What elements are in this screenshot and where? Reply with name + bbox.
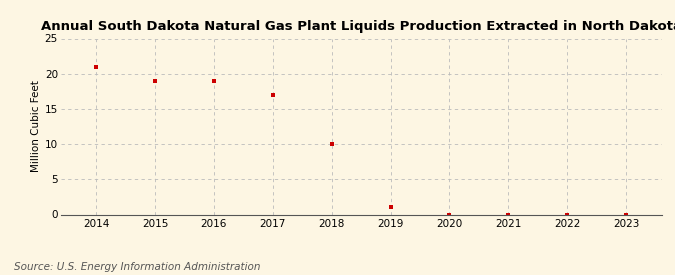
Title: Annual South Dakota Natural Gas Plant Liquids Production Extracted in North Dako: Annual South Dakota Natural Gas Plant Li… [40,20,675,33]
Y-axis label: Million Cubic Feet: Million Cubic Feet [30,81,40,172]
Text: Source: U.S. Energy Information Administration: Source: U.S. Energy Information Administ… [14,262,260,272]
